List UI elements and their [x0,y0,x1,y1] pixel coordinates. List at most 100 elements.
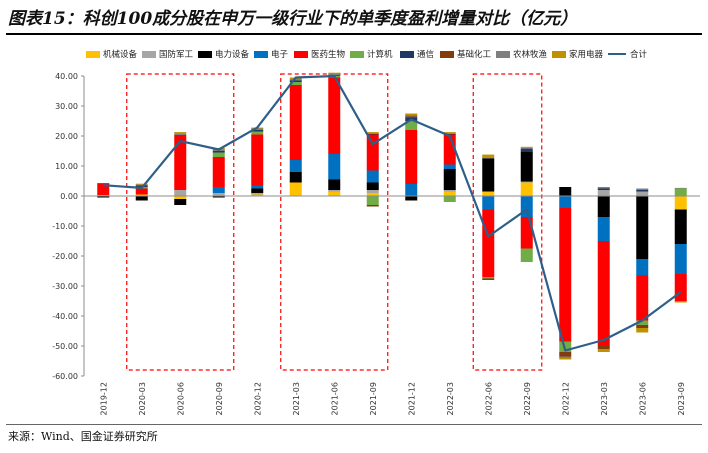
bar-segment [135,184,148,186]
bar-segment [212,151,225,153]
bar-segment [482,277,495,279]
legend-swatch [440,51,454,58]
bar-segment [405,116,418,118]
legend-swatch [254,51,268,58]
bar-segment [674,187,687,189]
legend-swatch [350,51,364,58]
bar-segment [251,185,264,189]
legend-label: 合计 [630,49,648,60]
legend-swatch [400,51,414,58]
x-tick-label: 2021-12 [407,382,416,415]
bar-segment [174,196,187,199]
x-tick-label: 2020-09 [215,382,224,415]
bar-segment [135,188,148,195]
x-tick-label: 2022-06 [484,382,493,415]
bar-segment [366,205,379,207]
bar-segment [251,128,264,130]
y-tick-label: 0.00 [60,192,78,201]
bar-segment [636,259,649,276]
bar-segment [520,196,533,217]
bar-segment [328,72,341,74]
y-tick-label: -10.00 [52,222,78,231]
bar-segment [212,187,225,193]
legend-label: 医药生物 [311,49,346,60]
bar-segment [597,241,610,346]
y-tick-label: 30.00 [55,102,78,111]
legend-label: 通信 [417,49,435,60]
bar-segment [520,248,533,262]
bar-segment [597,188,610,190]
bar-segment [366,170,379,183]
bar-segment [251,193,264,195]
bar-segment [366,196,379,205]
bar-segment [520,148,533,152]
bar-segment [559,358,572,360]
bar-segment [443,164,456,169]
y-tick-label: -60.00 [52,372,78,381]
highlight-box-2 [280,73,389,371]
y-tick-label: 20.00 [55,132,78,141]
bar-segment [289,85,302,160]
bar-segment [597,217,610,241]
bar-segment [405,115,418,117]
total-line-series [103,74,682,352]
bar-segment [636,320,649,325]
bar-segment [289,182,302,196]
bar-segment [559,208,572,342]
bar-segment [289,172,302,183]
bar-segment [405,196,418,201]
legend-label: 基础化工 [457,49,492,60]
bar-segment [328,73,341,76]
bar-segment [174,135,187,136]
chart-title: 图表15：科创100成分股在申万一级行业下的单季度盈利增量对比（亿元） [8,9,578,29]
bar-segment [174,132,187,134]
x-tick-label: 2023-06 [638,382,647,415]
bar-segment [597,187,610,189]
bar-segment [636,196,649,259]
bar-segment [636,191,649,196]
title-divider [6,33,702,35]
bar-segment [482,191,495,196]
legend-swatch [294,51,308,58]
legend-label: 农林牧渔 [513,49,548,60]
bar-segment [135,194,148,196]
bar-segment [366,133,379,134]
bar-segment [328,191,341,196]
bar-segment [289,160,302,172]
legend-label: 家用电器 [569,49,604,60]
bar-segment [674,274,687,301]
bar-segment [674,301,687,303]
highlight-box-3 [472,73,543,371]
bar-segment [636,325,649,328]
x-tick-label: 2022-03 [446,382,455,415]
bar-segment [443,132,456,133]
x-tick-label: 2021-09 [369,382,378,415]
bar-segment [597,349,610,352]
bar-segment [443,190,456,192]
bar-segment [135,196,148,201]
bar-segment [482,157,495,159]
total-line [103,74,682,352]
legend-label: 计算机 [367,49,393,60]
bar-segment [482,158,495,192]
bar-segment [366,182,379,190]
bar-segment [212,157,225,187]
x-tick-label: 2022-12 [561,382,570,415]
bar-segment [405,184,418,196]
bar-segment [636,328,649,333]
legend-label: 机械设备 [103,49,138,60]
bar-segment [328,179,341,190]
y-tick-label: -40.00 [52,312,78,321]
legend-label: 国防军工 [159,49,194,60]
bar-segment [174,133,187,136]
legend-swatch [142,51,156,58]
bar-segment [559,187,572,196]
stacked-bar-chart: 机械设备 国防军工 电力设备 电子 医药生物 计算机 通信 基础化工 农林牧渔 家用电器 合计 40… [52,49,700,415]
bar-segment [520,181,533,183]
legend-swatch [496,51,510,58]
bar-segment [328,190,341,192]
highlight-boxes [126,73,543,371]
bar-segment [520,182,533,196]
x-tick-label: 2021-03 [292,382,301,415]
bar-segment [520,217,533,249]
